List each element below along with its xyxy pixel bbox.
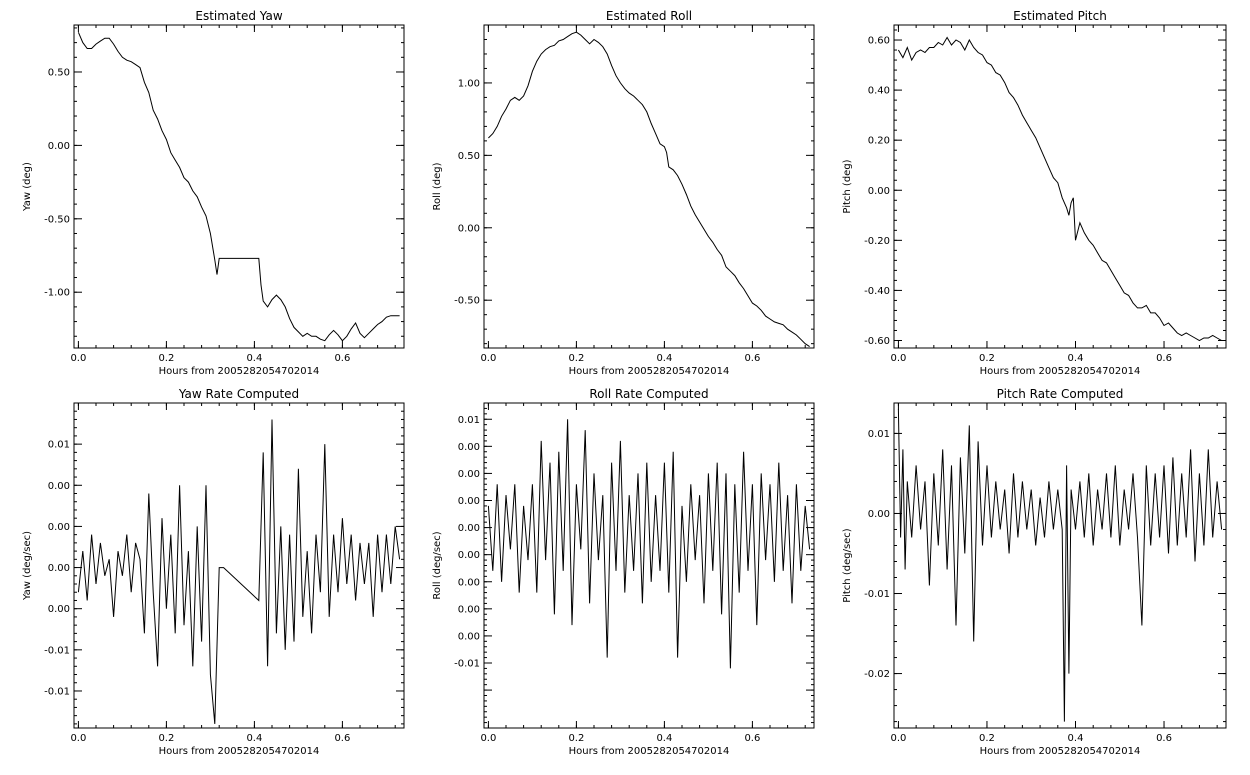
pitch-x-tick-label: 0.0 bbox=[890, 353, 906, 364]
pitch-series-line bbox=[897, 36, 1222, 342]
yaw-y-tick-label: 0.50 bbox=[48, 67, 70, 78]
yaw-rate-x-tick-label: 0.6 bbox=[334, 733, 350, 744]
yaw-rate-y-tick-label: 0.00 bbox=[48, 522, 70, 533]
pitch-x-tick-label: 0.4 bbox=[1068, 353, 1084, 364]
pitch-y-tick-label: 0.00 bbox=[868, 186, 890, 197]
yaw-title: Estimated Yaw bbox=[195, 9, 282, 23]
pitch-rate-xlabel: Hours from 2005282054702014 bbox=[980, 746, 1141, 757]
yaw-rate-axes-frame bbox=[73, 402, 405, 729]
roll-y-tick-label: 0.50 bbox=[458, 151, 480, 162]
pitch-rate-panel: Pitch Rate Computed Hours from 2005282054… bbox=[842, 387, 1227, 757]
roll-rate-y-tick-label: 0.00 bbox=[458, 442, 480, 453]
yaw-rate-ylabel: Yaw (deg/sec) bbox=[22, 531, 33, 601]
roll-x-tick-label: 0.0 bbox=[480, 353, 496, 364]
yaw-panel: Estimated Yaw Hours from 2005282054702014… bbox=[22, 9, 405, 377]
pitch-y-tick-label: 0.40 bbox=[868, 86, 890, 97]
yaw-rate-y-tick-label: 0.00 bbox=[48, 563, 70, 574]
pitch-rate-y-tick-label: -0.02 bbox=[864, 669, 890, 680]
yaw-rate-panel: Yaw Rate Computed Hours from 200528205470… bbox=[22, 387, 405, 757]
yaw-ylabel: Yaw (deg) bbox=[22, 162, 33, 212]
pitch-rate-y-tick-label: 0.01 bbox=[868, 429, 890, 440]
pitch-y-tick-label: -0.20 bbox=[864, 236, 890, 247]
yaw-rate-series-line bbox=[77, 419, 401, 724]
roll-axes-frame bbox=[483, 24, 815, 349]
roll-series-line bbox=[488, 31, 810, 348]
pitch-rate-x-tick-label: 0.6 bbox=[1156, 733, 1172, 744]
pitch-rate-ylabel: Pitch (deg/sec) bbox=[842, 528, 853, 603]
roll-xlabel: Hours from 2005282054702014 bbox=[569, 366, 730, 377]
yaw-rate-xlabel: Hours from 2005282054702014 bbox=[159, 746, 320, 757]
roll-rate-panel: Roll Rate Computed Hours from 20052820547… bbox=[432, 387, 815, 757]
yaw-rate-y-tick-label: 0.00 bbox=[48, 604, 70, 615]
roll-rate-y-tick-label: 0.00 bbox=[458, 469, 480, 480]
pitch-x-tick-label: 0.2 bbox=[979, 353, 995, 364]
roll-ylabel: Roll (deg) bbox=[432, 162, 443, 210]
pitch-rate-x-tick-label: 0.4 bbox=[1068, 733, 1084, 744]
roll-rate-x-tick-label: 0.0 bbox=[480, 733, 496, 744]
roll-rate-y-tick-label: -0.01 bbox=[454, 659, 480, 670]
pitch-y-tick-label: -0.40 bbox=[864, 286, 890, 297]
pitch-y-tick-label: 0.20 bbox=[868, 136, 890, 147]
roll-rate-y-tick-label: 0.00 bbox=[458, 577, 480, 588]
pitch-ylabel: Pitch (deg) bbox=[842, 159, 853, 213]
pitch-rate-x-tick-label: 0.0 bbox=[890, 733, 906, 744]
yaw-rate-y-tick-label: -0.01 bbox=[44, 645, 70, 656]
roll-x-tick-label: 0.2 bbox=[568, 353, 584, 364]
yaw-y-tick-label: 0.00 bbox=[48, 141, 70, 152]
pitch-xlabel: Hours from 2005282054702014 bbox=[980, 366, 1141, 377]
roll-rate-x-tick-label: 0.4 bbox=[656, 733, 672, 744]
pitch-rate-y-tick-label: -0.01 bbox=[864, 589, 890, 600]
pitch-rate-title: Pitch Rate Computed bbox=[997, 387, 1124, 401]
yaw-series-line bbox=[77, 32, 400, 342]
yaw-rate-title: Yaw Rate Computed bbox=[178, 387, 299, 401]
pitch-panel: Estimated Pitch Hours from 20052820547020… bbox=[842, 9, 1227, 377]
yaw-rate-x-tick-label: 0.4 bbox=[246, 733, 262, 744]
yaw-rate-y-tick-label: -0.01 bbox=[44, 686, 70, 697]
yaw-xlabel: Hours from 2005282054702014 bbox=[159, 366, 320, 377]
roll-rate-y-tick-label: 0.00 bbox=[458, 604, 480, 615]
yaw-axes-frame bbox=[73, 24, 405, 349]
yaw-y-tick-label: -0.50 bbox=[44, 214, 70, 225]
pitch-rate-axes-frame bbox=[893, 402, 1227, 729]
pitch-rate-x-tick-label: 0.2 bbox=[979, 733, 995, 744]
pitch-y-tick-label: 0.60 bbox=[868, 36, 890, 47]
roll-rate-y-tick-label: 0.00 bbox=[458, 523, 480, 534]
yaw-rate-x-tick-label: 0.2 bbox=[158, 733, 174, 744]
roll-panel: Estimated Roll Hours from 200528205470201… bbox=[432, 9, 815, 377]
yaw-x-tick-label: 0.0 bbox=[70, 353, 86, 364]
pitch-title: Estimated Pitch bbox=[1013, 9, 1107, 23]
pitch-x-tick-label: 0.6 bbox=[1156, 353, 1172, 364]
roll-rate-ylabel: Roll (deg/sec) bbox=[432, 531, 443, 599]
roll-y-tick-label: -0.50 bbox=[454, 296, 480, 307]
roll-rate-axes-frame bbox=[483, 402, 815, 729]
roll-rate-series-line bbox=[487, 419, 811, 669]
roll-rate-y-tick-label: 0.00 bbox=[458, 631, 480, 642]
roll-rate-x-tick-label: 0.6 bbox=[744, 733, 760, 744]
roll-rate-y-tick-label: 0.00 bbox=[458, 550, 480, 561]
yaw-rate-x-tick-label: 0.0 bbox=[70, 733, 86, 744]
roll-rate-y-tick-label: 0.01 bbox=[458, 415, 480, 426]
roll-title: Estimated Roll bbox=[606, 9, 692, 23]
yaw-rate-y-tick-label: 0.00 bbox=[48, 481, 70, 492]
pitch-rate-y-tick-label: 0.00 bbox=[868, 509, 890, 520]
pitch-axes-frame bbox=[893, 24, 1227, 349]
yaw-y-tick-label: -1.00 bbox=[44, 288, 70, 299]
roll-rate-title: Roll Rate Computed bbox=[589, 387, 708, 401]
roll-x-tick-label: 0.4 bbox=[656, 353, 672, 364]
yaw-x-tick-label: 0.6 bbox=[334, 353, 350, 364]
yaw-x-tick-label: 0.4 bbox=[246, 353, 262, 364]
roll-rate-y-tick-label: 0.00 bbox=[458, 496, 480, 507]
roll-rate-x-tick-label: 0.2 bbox=[568, 733, 584, 744]
roll-y-tick-label: 1.00 bbox=[458, 78, 480, 89]
roll-y-tick-label: 0.00 bbox=[458, 223, 480, 234]
yaw-rate-y-tick-label: 0.01 bbox=[48, 440, 70, 451]
roll-x-tick-label: 0.6 bbox=[744, 353, 760, 364]
yaw-x-tick-label: 0.2 bbox=[158, 353, 174, 364]
pitch-y-tick-label: -0.60 bbox=[864, 336, 890, 347]
roll-rate-xlabel: Hours from 2005282054702014 bbox=[569, 746, 730, 757]
pitch-rate-series-line bbox=[897, 409, 1223, 722]
